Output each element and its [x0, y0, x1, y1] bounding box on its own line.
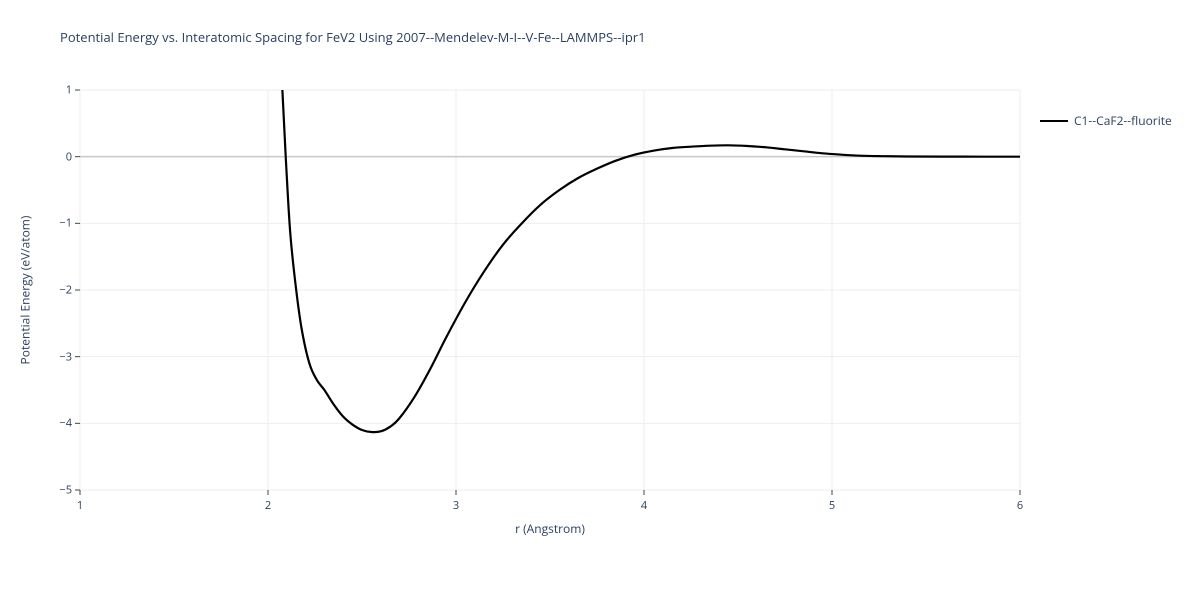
- y-tick-label: −2: [42, 283, 72, 298]
- x-tick-label: 5: [829, 498, 835, 513]
- y-tick-label: −4: [42, 416, 72, 431]
- x-tick-label: 4: [641, 498, 647, 513]
- y-tick-label: 0: [42, 149, 72, 164]
- y-tick-label: 1: [42, 83, 72, 98]
- x-tick-label: 1: [77, 498, 83, 513]
- plot-area: [80, 90, 1020, 490]
- x-tick-label: 3: [453, 498, 459, 513]
- x-axis-label: r (Angstrom): [515, 520, 585, 537]
- legend: C1--CaF2--fluorite: [1040, 112, 1172, 129]
- y-tick-label: −1: [42, 216, 72, 231]
- x-tick-label: 2: [265, 498, 271, 513]
- chart-container: Potential Energy vs. Interatomic Spacing…: [0, 0, 1200, 600]
- y-axis-label: Potential Energy (eV/atom): [17, 216, 34, 365]
- x-tick-label: 6: [1017, 498, 1023, 513]
- legend-label: C1--CaF2--fluorite: [1074, 112, 1172, 129]
- legend-swatch: [1040, 120, 1068, 122]
- y-tick-label: −5: [42, 483, 72, 498]
- chart-title: Potential Energy vs. Interatomic Spacing…: [60, 28, 646, 46]
- y-tick-label: −3: [42, 349, 72, 364]
